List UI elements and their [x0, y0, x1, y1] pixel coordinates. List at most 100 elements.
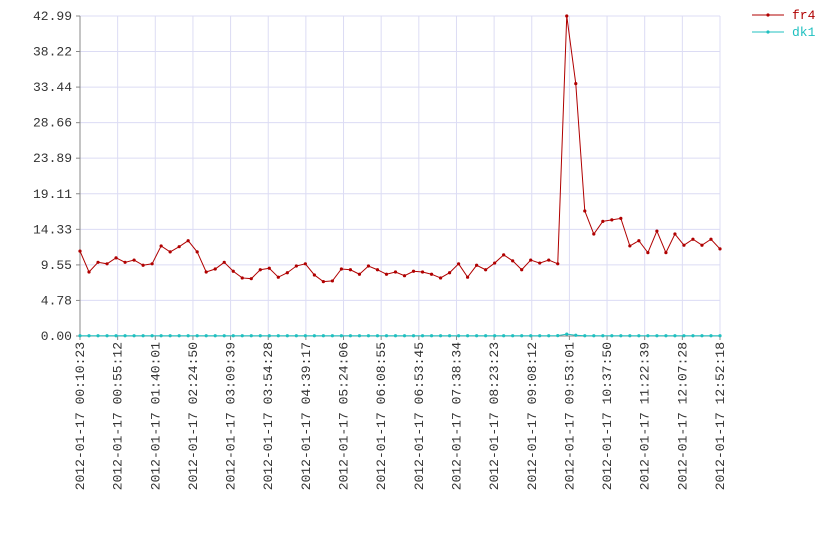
series-line — [79, 15, 721, 283]
data-point — [538, 261, 542, 265]
data-point — [619, 216, 623, 220]
x-tick-label: 2012-01-17 09:08:12 — [525, 342, 540, 490]
data-point — [339, 334, 344, 338]
data-point — [402, 274, 407, 278]
data-point — [123, 334, 127, 338]
data-point — [78, 334, 82, 338]
data-point — [393, 270, 398, 274]
y-tick-label: 9.55 — [41, 258, 72, 273]
data-point — [529, 334, 533, 338]
data-point — [384, 334, 389, 338]
y-tick-label: 4.78 — [41, 293, 72, 308]
data-point — [655, 334, 659, 338]
data-point — [475, 263, 479, 267]
data-point — [682, 243, 686, 247]
data-point — [592, 232, 596, 236]
data-point — [420, 334, 425, 338]
data-point — [240, 276, 244, 280]
data-point — [700, 243, 704, 247]
data-point — [330, 334, 334, 338]
data-point — [700, 334, 704, 338]
data-point — [150, 262, 154, 266]
data-point — [375, 334, 380, 338]
x-tick-label: 2012-01-17 12:07:28 — [675, 342, 690, 490]
data-point — [348, 268, 353, 272]
data-point — [637, 239, 641, 243]
data-point — [231, 269, 235, 273]
data-point — [159, 244, 163, 248]
data-point — [132, 258, 136, 262]
data-point — [357, 334, 362, 338]
data-point — [294, 264, 298, 268]
data-point — [601, 219, 605, 223]
data-point — [456, 262, 461, 266]
data-point — [312, 273, 316, 277]
data-point — [673, 334, 677, 338]
data-point — [709, 237, 713, 241]
data-point — [682, 334, 686, 338]
y-tick-label: 38.22 — [33, 45, 72, 60]
data-point — [186, 334, 190, 338]
data-point — [186, 239, 190, 243]
data-point — [141, 263, 145, 267]
y-tick-label: 33.44 — [33, 80, 72, 95]
data-point — [366, 334, 371, 338]
data-point — [123, 260, 127, 264]
data-point — [429, 334, 434, 338]
y-tick-label: 28.66 — [33, 116, 72, 131]
data-point — [628, 334, 632, 338]
y-tick-label: 0.00 — [41, 329, 72, 344]
data-point — [583, 209, 587, 213]
data-point — [520, 334, 524, 338]
x-tick-label: 2012-01-17 00:55:12 — [111, 342, 126, 490]
data-point — [655, 229, 659, 233]
x-tick-label: 2012-01-17 09:53:01 — [562, 342, 577, 490]
data-point — [411, 334, 416, 338]
data-point — [114, 256, 118, 260]
x-tick-label: 2012-01-17 00:10:23 — [73, 342, 88, 490]
data-point — [249, 334, 253, 338]
data-point — [438, 334, 443, 338]
data-point — [709, 334, 713, 338]
legend-marker — [766, 30, 770, 34]
data-point — [132, 334, 136, 338]
data-point — [321, 280, 325, 284]
data-point — [114, 334, 118, 338]
data-point — [402, 334, 407, 338]
data-point — [330, 279, 334, 283]
data-point — [592, 334, 596, 338]
x-tick-label: 2012-01-17 04:39:17 — [299, 342, 314, 490]
data-point — [195, 334, 199, 338]
data-point — [465, 334, 470, 338]
data-point — [601, 334, 605, 338]
data-point — [294, 334, 298, 338]
data-point — [691, 237, 695, 241]
data-point — [718, 247, 722, 251]
x-tick-label: 2012-01-17 08:23:23 — [487, 342, 502, 490]
data-point — [321, 334, 325, 338]
data-point — [141, 334, 145, 338]
data-point — [547, 258, 551, 262]
data-point — [78, 249, 82, 253]
data-point — [285, 334, 289, 338]
x-tick-label: 2012-01-17 07:38:34 — [449, 342, 464, 490]
data-point — [177, 245, 181, 249]
legend-label: fr4 — [792, 8, 816, 23]
y-tick-label: 19.11 — [33, 187, 72, 202]
data-point — [673, 232, 677, 236]
series-line — [80, 333, 720, 337]
data-point — [511, 259, 515, 263]
data-point — [447, 334, 452, 338]
data-point — [520, 268, 524, 272]
data-point — [384, 272, 389, 276]
data-point — [159, 334, 163, 338]
data-point — [348, 334, 353, 338]
x-tick-label: 2012-01-17 12:52:18 — [713, 342, 728, 490]
data-point — [619, 334, 623, 338]
data-point — [610, 218, 614, 222]
data-point — [312, 334, 316, 338]
data-point — [276, 275, 280, 279]
data-point — [511, 334, 515, 338]
data-point — [168, 250, 172, 254]
data-point — [538, 334, 542, 338]
